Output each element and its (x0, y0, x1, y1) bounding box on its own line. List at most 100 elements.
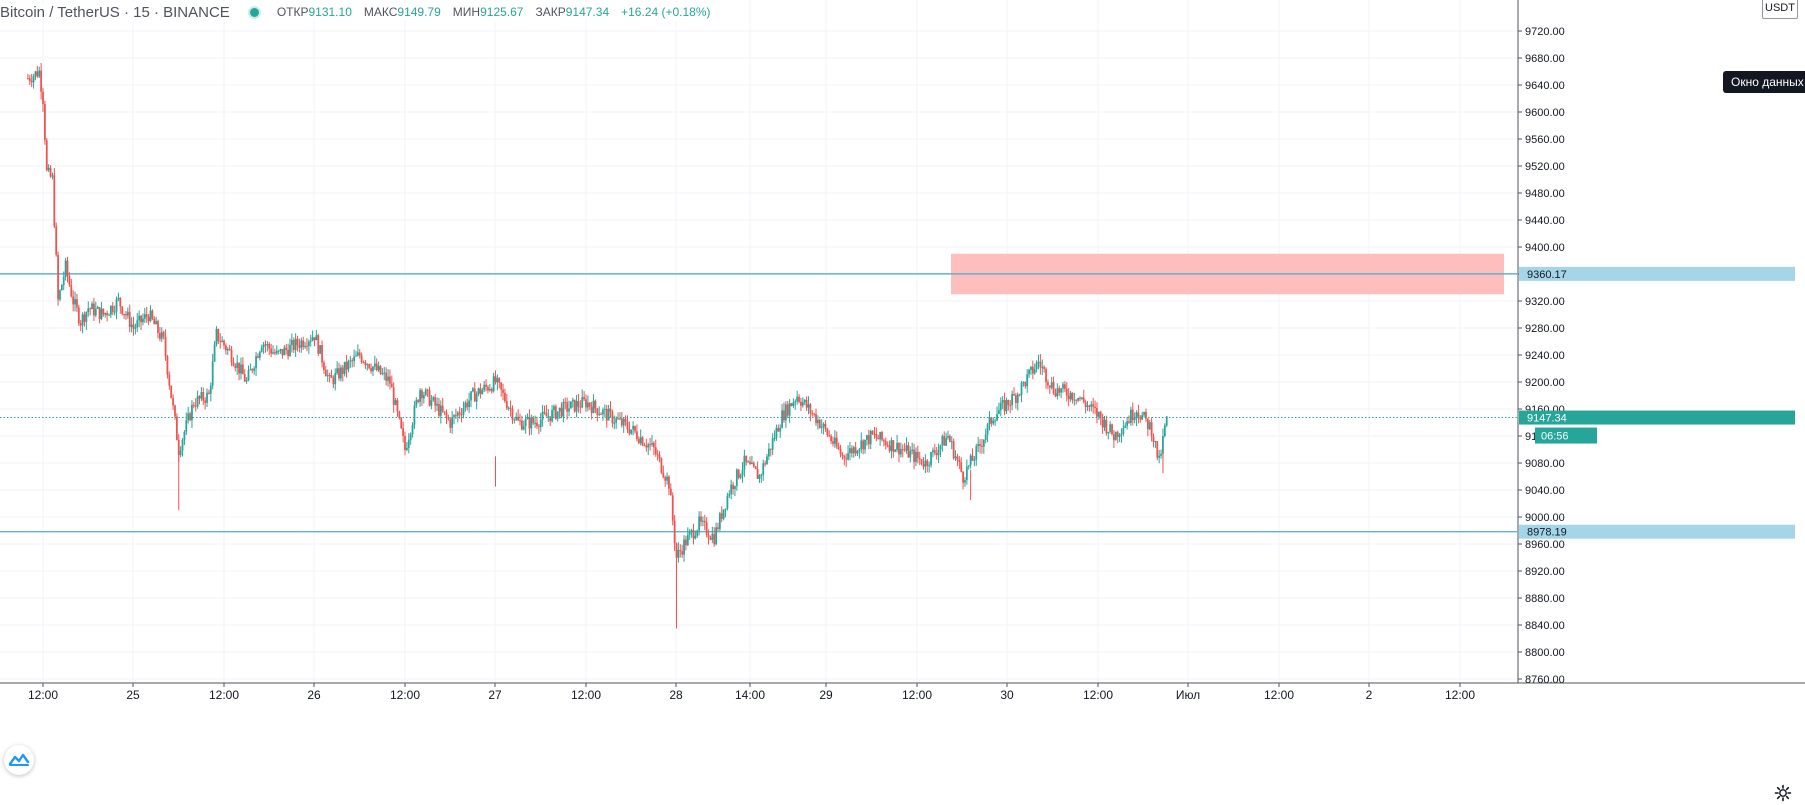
candle-body (177, 440, 180, 456)
candle-body (170, 385, 173, 399)
candle (958, 455, 961, 470)
candle (245, 377, 248, 384)
candle (43, 100, 46, 145)
time-axis-bg[interactable] (0, 683, 1805, 805)
candle-body (79, 323, 82, 326)
candle-body (903, 449, 906, 451)
candle (933, 443, 936, 456)
candle-body (1120, 433, 1123, 435)
candle-body (935, 453, 938, 456)
time-axis[interactable]: 12:00 25 12:00 26 12:00 27 12:00 28 14:00 29 12:00… (0, 682, 1805, 805)
candle-body (1079, 397, 1081, 399)
candle (115, 296, 118, 320)
candle-body (658, 454, 661, 459)
candle-body (999, 402, 1002, 411)
candle-body (685, 539, 687, 546)
tradingview-logo[interactable] (4, 745, 34, 775)
candle-body (224, 345, 227, 351)
candle-body (598, 413, 601, 415)
candle-body (1107, 431, 1110, 434)
candle (1003, 392, 1006, 416)
candle-body (1082, 397, 1085, 403)
candle (407, 433, 410, 454)
candle (45, 137, 48, 172)
candle (1075, 399, 1078, 405)
candle-body (547, 416, 550, 418)
candle (194, 398, 197, 412)
candle (377, 361, 380, 373)
candle-body (1103, 419, 1106, 428)
candle-body (396, 400, 399, 412)
candle-body (119, 297, 122, 307)
candle (91, 301, 93, 310)
candle (1160, 449, 1162, 459)
currency-label[interactable]: USDT (1762, 0, 1798, 19)
candle-body (232, 362, 235, 366)
candle-body (424, 389, 427, 396)
candle-body (134, 327, 137, 329)
candle (911, 442, 914, 455)
candle-body (862, 440, 865, 450)
candle-body (1122, 427, 1125, 434)
candle-body (1137, 412, 1140, 417)
candle (773, 430, 776, 442)
candle (849, 441, 851, 461)
candle-body (532, 417, 535, 424)
candle (817, 415, 819, 430)
candle (888, 440, 891, 453)
candle (641, 436, 644, 447)
candle-body (686, 534, 689, 546)
symbol-title[interactable]: Bitcoin / TetherUS · 15 · BINANCE (0, 3, 230, 21)
candle-body (898, 442, 900, 455)
candle-body (68, 275, 71, 285)
candle-body (568, 408, 570, 412)
candle (341, 364, 344, 382)
candle (1033, 363, 1036, 375)
candle (1092, 397, 1095, 414)
candle (419, 388, 421, 407)
price-axis[interactable]: 9720.00 9680.00 9640.00 9600.00 9560.00 9520.… (1517, 0, 1805, 686)
close-value: 9147.34 (565, 5, 610, 19)
change-value: +16.24 (+0.18%) (621, 5, 711, 19)
settings-gear-icon[interactable] (1774, 784, 1792, 802)
candle-body (100, 308, 103, 320)
candle-body (668, 476, 670, 489)
candle (153, 316, 156, 325)
candle (1122, 420, 1125, 437)
candle (490, 387, 493, 394)
candle (556, 411, 559, 422)
candle (258, 350, 261, 361)
candle (636, 424, 638, 442)
candle-body (217, 328, 220, 342)
candle (745, 455, 748, 466)
candle (277, 349, 280, 355)
candle (36, 65, 39, 78)
candle (443, 411, 446, 416)
candle-body (183, 431, 186, 440)
price-tick-label: 9400.00 (1525, 242, 1565, 254)
candle (943, 431, 946, 446)
candle (605, 404, 608, 428)
candle (1009, 399, 1012, 414)
candle-body (115, 299, 118, 312)
candle (701, 516, 704, 527)
candle (347, 359, 350, 373)
price-axis-bg[interactable] (1518, 0, 1805, 683)
candle-body (832, 441, 834, 444)
candle (739, 473, 742, 480)
candle-body (590, 406, 593, 413)
candle (1114, 431, 1117, 441)
candle (392, 382, 395, 413)
candle-body (998, 410, 1000, 415)
candle-body (948, 436, 951, 442)
candle-body (722, 509, 725, 519)
market-status-icon[interactable] (247, 5, 261, 19)
candle (358, 348, 361, 359)
candle (415, 397, 418, 408)
candle (637, 436, 640, 445)
candle (562, 398, 565, 423)
candle (751, 455, 753, 465)
time-tick-label: 14:00 (735, 688, 765, 702)
